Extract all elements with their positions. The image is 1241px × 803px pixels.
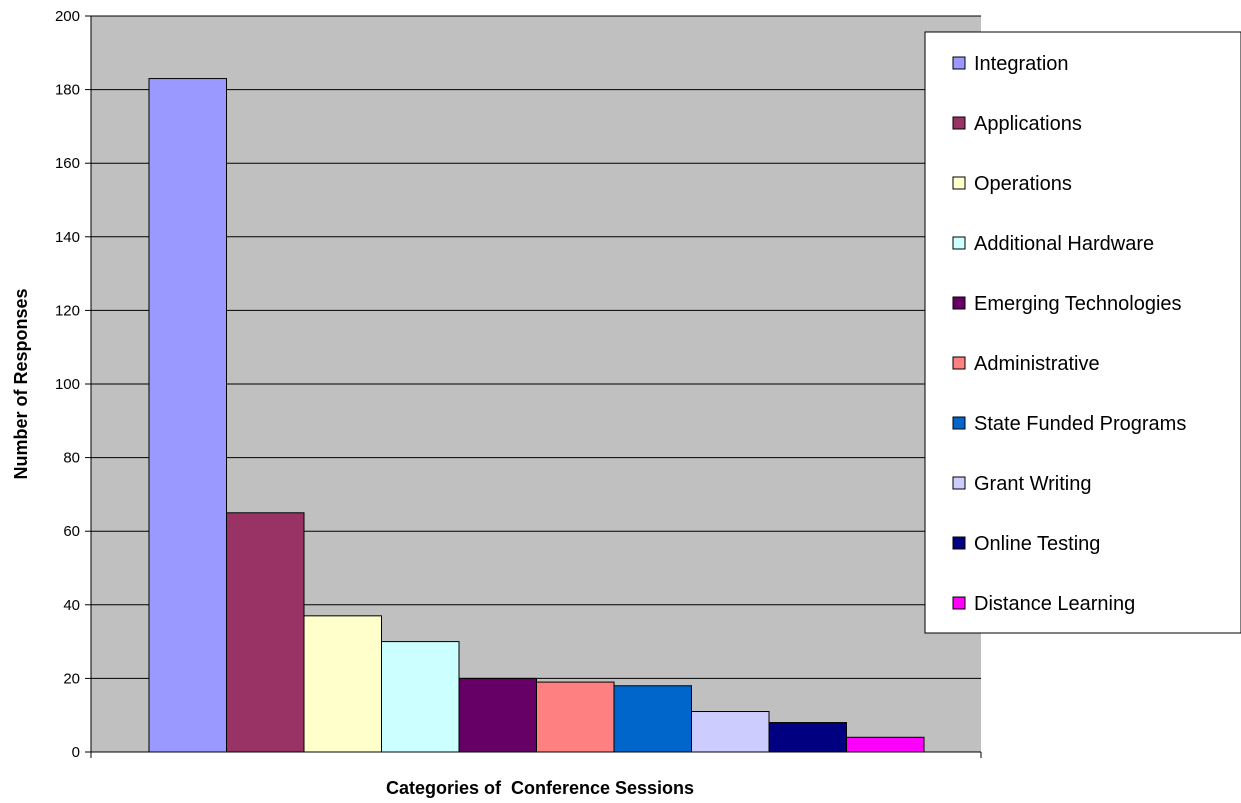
y-tick-label: 120 [55,302,80,319]
legend-label: Online Testing [974,533,1100,555]
legend-label: Distance Learning [974,593,1135,615]
legend-swatch [952,236,966,250]
legend-swatch [952,116,966,130]
y-tick-label: 0 [72,744,80,761]
legend-label: Administrative [974,353,1100,375]
legend: Integration Applications Operations Additio… [924,31,1241,634]
y-tick-label: 200 [55,8,80,25]
bar-emerging-technologies [458,677,537,753]
x-axis-title: Categories of Conference Sessions [386,778,694,798]
bar-state-funded-programs [613,685,692,753]
y-tick-label: 40 [63,597,80,614]
legend-label: State Funded Programs [974,413,1186,435]
y-tick-label: 60 [63,523,80,540]
legend-label: Integration [974,53,1069,75]
legend-label: Applications [974,113,1082,135]
bar-applications [226,512,305,753]
bar-additional-hardware [381,641,460,753]
bar-administrative [536,681,615,753]
y-axis-ticks: 0 20 40 60 80 100 120 140 160 180 200 [55,8,91,761]
legend-swatch [952,416,966,430]
legend-label: Additional Hardware [974,233,1154,255]
legend-swatch [952,356,966,370]
y-tick-label: 80 [63,450,80,467]
y-axis-title: Number of Responses [11,288,31,479]
bar-online-testing [768,722,847,753]
legend-label: Grant Writing [974,473,1091,495]
y-tick-label: 100 [55,376,80,393]
legend-swatch [952,56,966,70]
legend-swatch [952,296,966,310]
legend-swatch [952,176,966,190]
y-tick-label: 140 [55,229,80,246]
legend-swatch [952,476,966,490]
bars [148,78,925,753]
y-tick-label: 160 [55,155,80,172]
legend-swatch [952,536,966,550]
y-tick-label: 180 [55,82,80,99]
y-tick-label: 20 [63,670,80,687]
bar-distance-learning [846,736,925,753]
legend-label: Emerging Technologies [974,293,1182,315]
bar-operations [303,615,382,753]
bar-grant-writing [691,711,770,753]
bar-integration [148,78,227,753]
legend-box [924,31,1241,634]
legend-swatch [952,596,966,610]
legend-label: Operations [974,173,1072,195]
